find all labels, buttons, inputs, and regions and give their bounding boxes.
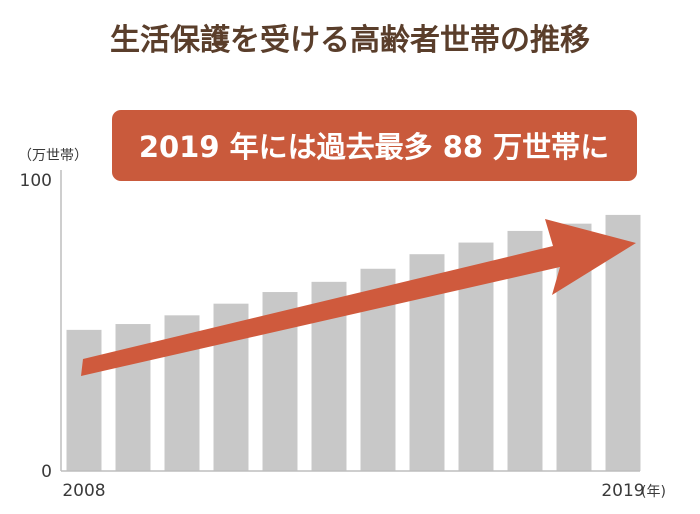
y-tick-label: 100 (20, 171, 52, 191)
trend-arrow (81, 219, 636, 376)
y-tick-label: 0 (41, 462, 52, 482)
bar-2008 (66, 329, 102, 471)
x-tick-labels: 2008 2019 (62, 481, 644, 501)
chart-title: 生活保護を受ける高齢者世帯の推移 (110, 23, 590, 58)
annotation-banner (112, 110, 637, 181)
x-tick-label: 2008 (62, 481, 105, 501)
x-tick-label: 2019 (601, 481, 644, 501)
y-axis-unit-label: （万世帯） (18, 148, 88, 164)
annotation-banner-text: 2019 年には過去最多 88 万世帯に (139, 130, 609, 164)
y-tick-labels: 0 100 (20, 171, 52, 482)
x-axis-unit-label: (年) (641, 484, 666, 500)
